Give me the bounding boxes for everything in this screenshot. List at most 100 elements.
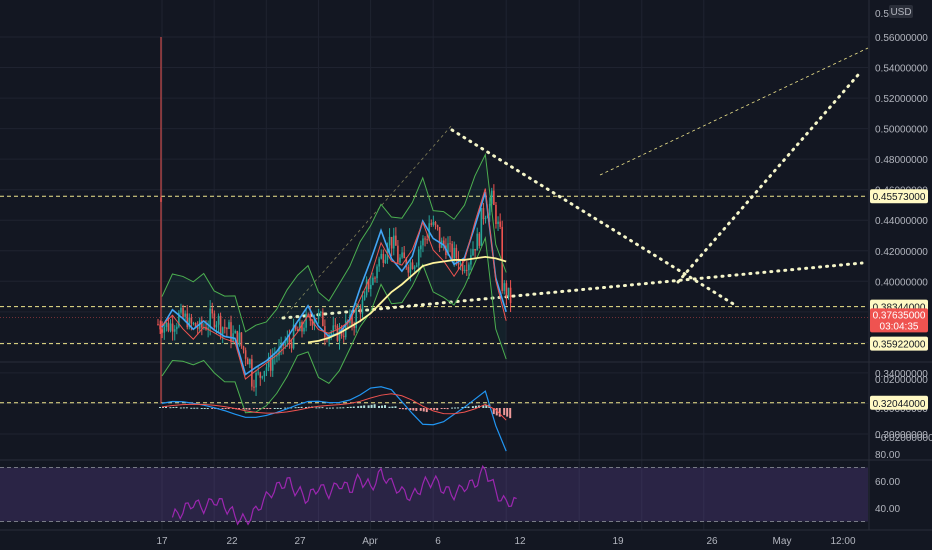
macd-histogram-bar	[242, 408, 245, 410]
macd-histogram-bar	[339, 407, 342, 409]
time-tick-label: 17	[156, 536, 168, 547]
candle-body	[240, 332, 243, 347]
candle-body	[184, 313, 186, 317]
macd-histogram-bar	[185, 407, 188, 409]
level-badge-label: 0.32044000	[873, 399, 926, 410]
candle-body	[384, 259, 387, 263]
macd-histogram-bar	[495, 408, 498, 416]
candle-body	[507, 287, 510, 297]
macd-histogram-bar	[451, 407, 454, 409]
candle-body	[219, 315, 222, 335]
time-tick-label: 6	[435, 536, 441, 547]
macd-histogram-bar	[457, 407, 460, 409]
macd-histogram-bar	[269, 408, 272, 409]
candle-body	[234, 330, 237, 334]
macd-histogram-bar	[196, 407, 199, 409]
countdown-label: 03:04:35	[880, 321, 919, 332]
macd-panel	[159, 386, 512, 452]
price-badges: 0.45573000 0.38344000 0.35922000 0.32044000…	[870, 189, 928, 410]
candle-body	[236, 330, 239, 346]
macd-histogram-bar	[446, 408, 449, 410]
candle-body	[165, 322, 168, 327]
macd-histogram-bar	[419, 408, 422, 411]
macd-tick-label: −0.02000000	[875, 433, 932, 444]
price-tick-label: 0.44000000	[875, 216, 928, 227]
price-tick-label: 0.34000000	[875, 369, 928, 380]
price-tick-label: 0.30000000	[875, 430, 928, 441]
macd-histogram-bar	[300, 406, 303, 408]
candle-body	[397, 245, 399, 263]
macd-histogram-bar	[162, 406, 164, 408]
candle-body	[342, 335, 345, 338]
macd-histogram-bar	[388, 406, 391, 408]
candle-body	[357, 307, 360, 309]
candle-body	[311, 320, 314, 326]
macd-histogram-bar	[346, 406, 349, 408]
macd-histogram-bar	[279, 408, 282, 409]
level-badge-label: 0.35922000	[873, 340, 926, 351]
candle-body	[244, 350, 247, 359]
macd-histogram-bar	[224, 408, 227, 409]
candle-body	[376, 266, 378, 279]
candle-body	[413, 266, 416, 269]
macd-histogram-bar	[159, 406, 161, 408]
candle-body	[378, 258, 380, 267]
macd-histogram-bar	[357, 406, 360, 408]
macd-histogram-bar	[398, 408, 401, 410]
bollinger-upper	[161, 152, 507, 333]
time-axis[interactable]: 17 22 27 Apr 6 12 19 26 May 12:00	[156, 536, 856, 547]
channel-line	[282, 124, 453, 319]
level-badge	[870, 336, 928, 351]
candle-body	[207, 327, 209, 330]
indicators	[161, 152, 507, 414]
candle-body	[449, 243, 451, 245]
candle-body	[192, 323, 195, 325]
macd-histogram-bar	[255, 408, 258, 409]
macd-histogram-bar	[172, 407, 175, 409]
candle-body	[290, 342, 293, 349]
candle-body	[386, 245, 389, 260]
macd-histogram-bar	[318, 407, 321, 409]
macd-histogram-bar	[506, 408, 509, 417]
macd-histogram-bar	[412, 408, 415, 411]
candle-body	[313, 318, 316, 326]
candle-body	[392, 235, 395, 249]
currency-badge	[889, 5, 913, 18]
candle-body	[430, 223, 433, 225]
macd-histogram-bar	[367, 405, 370, 408]
macd-histogram-bar	[273, 408, 276, 409]
macd-histogram-bar	[245, 408, 248, 410]
price-tick-label-partial: 0.5	[875, 9, 889, 20]
macd-histogram-bar	[467, 406, 470, 408]
candle-body	[226, 328, 228, 330]
candle-body	[238, 332, 241, 346]
grid	[0, 0, 932, 531]
candle-body	[159, 324, 161, 330]
macd-tick-label: 0.02000000	[875, 375, 928, 386]
macd-histogram-bar	[349, 406, 352, 408]
price-axis[interactable]: 0.300000000.320000000.340000000.36000000…	[875, 5, 932, 515]
candle-body	[261, 376, 264, 378]
bollinger-lower	[161, 236, 507, 414]
macd-histogram-bar	[321, 407, 324, 409]
candle-body	[257, 372, 259, 374]
macd-histogram-bar	[370, 404, 373, 408]
macd-histogram-bar	[263, 408, 266, 409]
candle-body	[509, 287, 512, 304]
macd-histogram-bar	[200, 408, 203, 409]
candle-body	[160, 197, 162, 202]
price-tick-label: 0.40000000	[875, 277, 928, 288]
candle-body	[382, 253, 385, 263]
candle-body	[271, 356, 274, 371]
candle-body	[319, 311, 322, 313]
price-tick-label: 0.48000000	[875, 155, 928, 166]
candle-body	[276, 355, 278, 357]
candle-body	[215, 324, 218, 328]
candle-body	[426, 239, 428, 241]
candle-body	[459, 263, 462, 265]
candle-body	[434, 221, 437, 226]
macd-histogram-bar	[433, 408, 436, 410]
macd-histogram-bar	[252, 408, 255, 409]
